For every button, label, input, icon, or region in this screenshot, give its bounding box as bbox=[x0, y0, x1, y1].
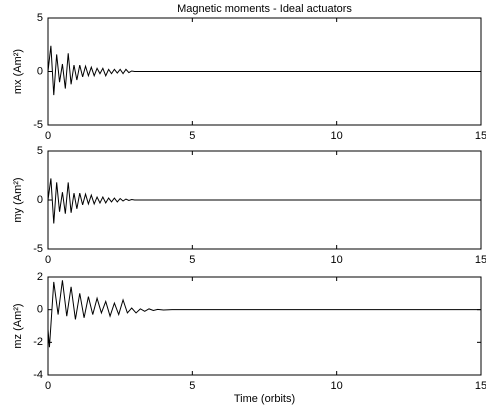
x-tick-label: 15 bbox=[475, 130, 486, 142]
x-tick-label: 15 bbox=[475, 380, 486, 392]
data-line bbox=[47, 178, 481, 224]
y-axis-label: mx (Am²) bbox=[12, 49, 24, 94]
y-tick-label: 2 bbox=[37, 271, 43, 283]
y-tick-label: -5 bbox=[33, 119, 43, 131]
x-tick-label: 5 bbox=[189, 130, 195, 142]
y-tick-label: 5 bbox=[37, 12, 43, 24]
x-tick-label: 15 bbox=[475, 254, 486, 266]
y-tick-label: -2 bbox=[33, 336, 43, 348]
axes-box bbox=[47, 276, 482, 376]
y-axis-label: mz (Am²) bbox=[12, 303, 24, 348]
x-tick-label: 0 bbox=[45, 380, 51, 392]
x-axis-label: Time (orbits) bbox=[234, 393, 295, 405]
x-tick-label: 0 bbox=[45, 254, 51, 266]
y-tick-label: -4 bbox=[33, 369, 43, 381]
y-tick-label: 0 bbox=[37, 304, 43, 316]
y-tick-label: 0 bbox=[37, 194, 43, 206]
y-axis-label: my (Am²) bbox=[12, 177, 24, 222]
x-tick-label: 5 bbox=[189, 254, 195, 266]
data-line bbox=[47, 280, 481, 348]
x-tick-label: 10 bbox=[331, 130, 343, 142]
y-tick-label: 0 bbox=[37, 65, 43, 77]
x-tick-label: 0 bbox=[45, 130, 51, 142]
x-tick-label: 5 bbox=[189, 380, 195, 392]
y-tick-label: -5 bbox=[33, 243, 43, 255]
y-tick-label: 5 bbox=[37, 145, 43, 157]
chart-title: Magnetic moments - Ideal actuators bbox=[177, 3, 352, 15]
data-line bbox=[47, 45, 481, 96]
x-tick-label: 10 bbox=[331, 254, 343, 266]
x-tick-label: 10 bbox=[331, 380, 343, 392]
